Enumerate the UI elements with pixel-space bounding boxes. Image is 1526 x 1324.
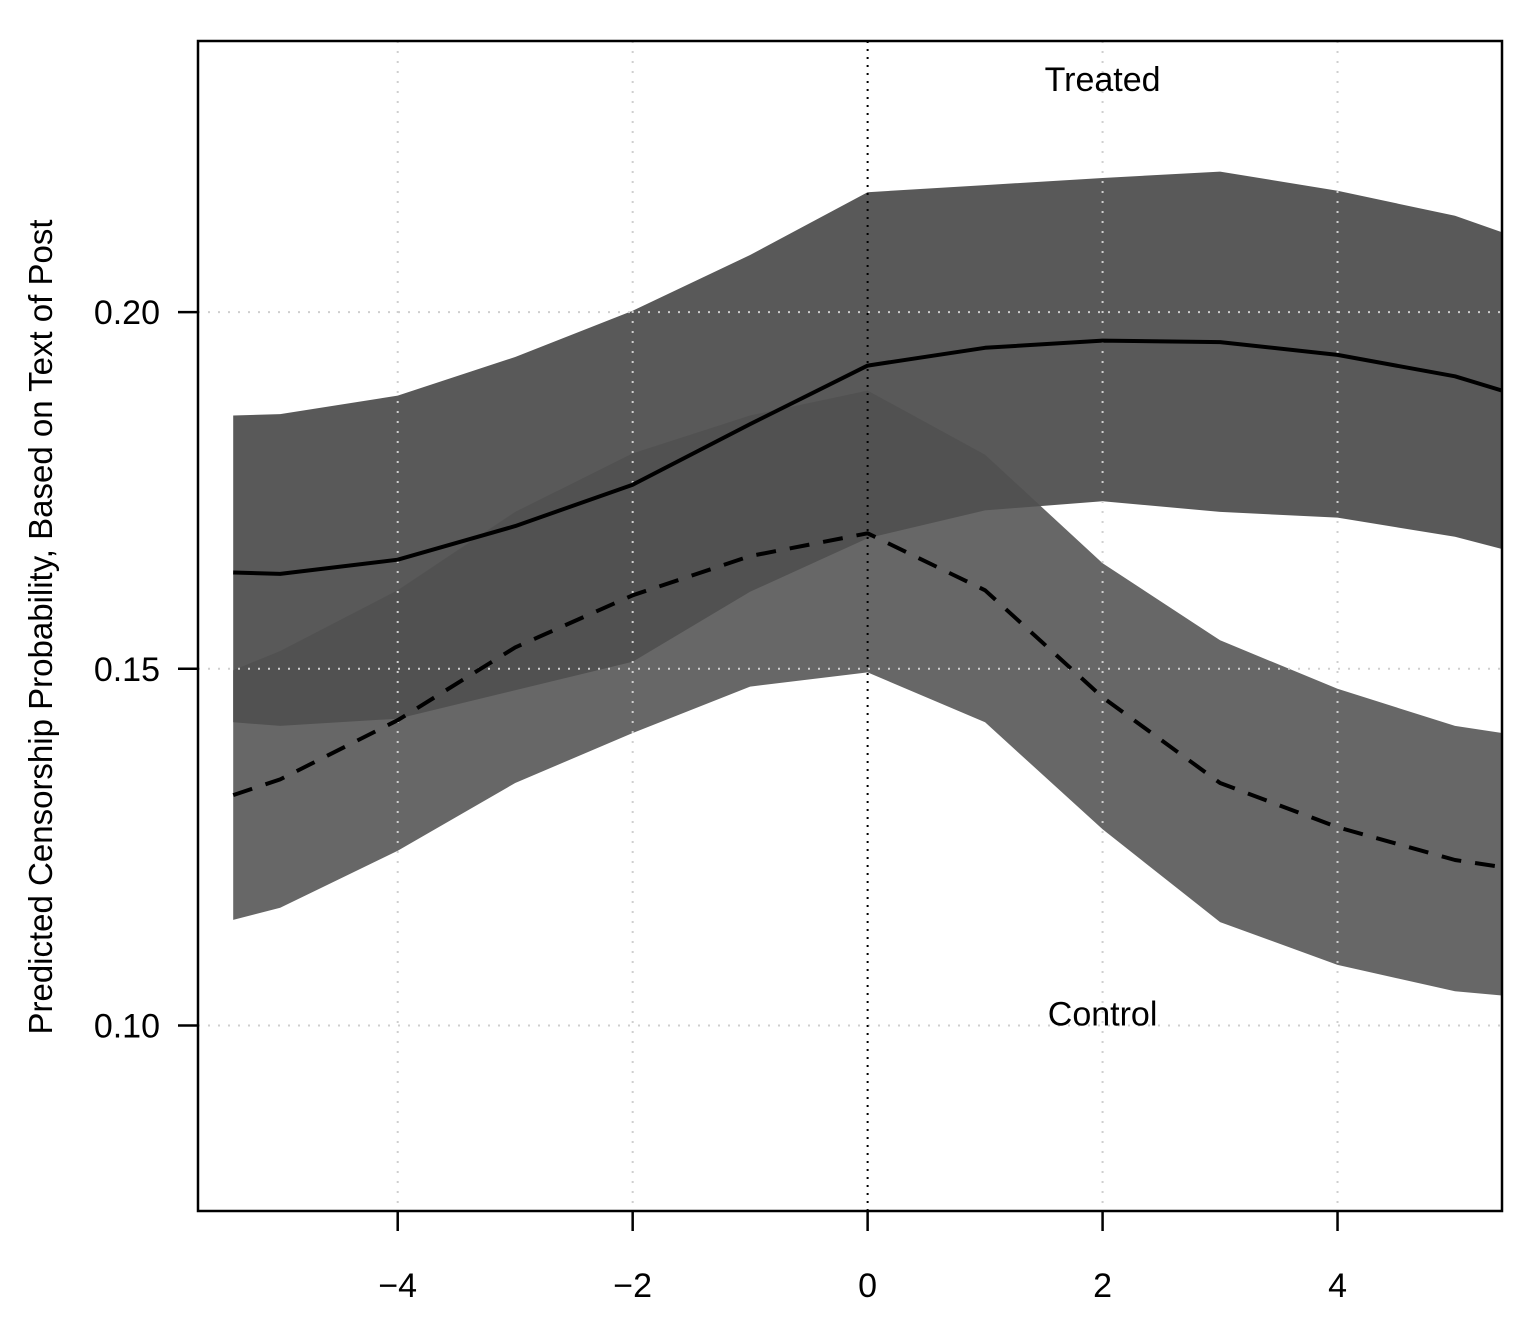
y-axis: 0.10 0.15 0.20: [94, 294, 198, 1046]
annotation-treated: Treated: [1045, 61, 1161, 99]
x-tick-label-2: 0: [858, 1267, 877, 1305]
y-tick-label-0: 0.10: [94, 1008, 160, 1046]
confidence-band-2: [233, 390, 1502, 996]
annotation-control: Control: [1048, 996, 1158, 1034]
annotations: Treated Control: [1045, 61, 1161, 1034]
x-tick-label-3: 2: [1093, 1267, 1112, 1305]
x-tick-label-0: −4: [378, 1267, 417, 1305]
x-axis: −4 −2 0 2 4: [378, 1211, 1347, 1305]
series-line-1: [233, 338, 1502, 576]
y-tick-label-2: 0.20: [94, 294, 160, 332]
grid-lines: [198, 41, 1502, 1211]
y-tick-label-1: 0.15: [94, 651, 160, 689]
confidence-bands: [233, 171, 1502, 996]
y-axis-title: Predicted Censorship Probability, Based …: [22, 219, 59, 1034]
plot-frame: [196, 39, 1504, 1213]
series-lines: [232, 338, 1502, 870]
series-line-2: [232, 531, 1502, 870]
x-tick-label-4: 4: [1328, 1267, 1347, 1305]
x-tick-label-1: −2: [613, 1267, 652, 1305]
